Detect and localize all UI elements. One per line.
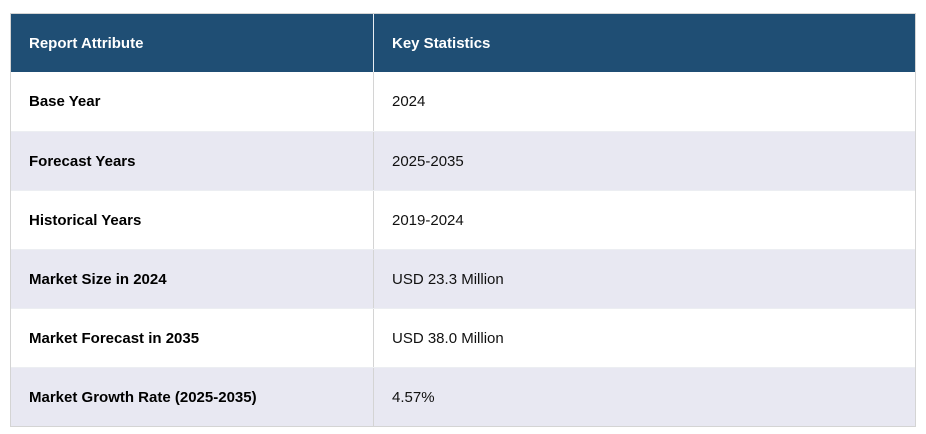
attribute-label: Historical Years [11,191,374,249]
table-row-market-growth-rate: Market Growth Rate (2025-2035) 4.57% [11,367,915,426]
attribute-value: 2024 [392,93,426,110]
attribute-label: Market Size in 2024 [11,250,374,308]
attribute-value: USD 38.0 Million [392,329,504,347]
attribute-label: Market Forecast in 2035 [11,309,374,367]
attribute-label: Forecast Years [11,132,374,190]
table-row-historical-years: Historical Years 2019-2024 [11,190,915,249]
attribute-value: 2019-2024 [392,211,464,229]
attribute-label: Market Growth Rate (2025-2035) [11,368,374,426]
report-summary-table: Report Attribute Key Statistics Base Yea… [10,13,916,427]
attribute-value: 2025-2035 [392,152,464,170]
table-header-row: Report Attribute Key Statistics [11,14,915,72]
header-report-attribute: Report Attribute [11,14,374,72]
header-key-statistics: Key Statistics [392,34,491,52]
attribute-value: 4.57% [392,388,435,406]
attribute-label: Base Year [11,72,374,131]
table-row-base-year: Base Year 2024 [11,72,915,131]
table-row-market-size: Market Size in 2024 USD 23.3 Million [11,249,915,308]
table-row-market-forecast: Market Forecast in 2035 USD 38.0 Million [11,308,915,367]
table-row-forecast-years: Forecast Years 2025-2035 [11,131,915,190]
attribute-value: USD 23.3 Million [392,270,504,288]
